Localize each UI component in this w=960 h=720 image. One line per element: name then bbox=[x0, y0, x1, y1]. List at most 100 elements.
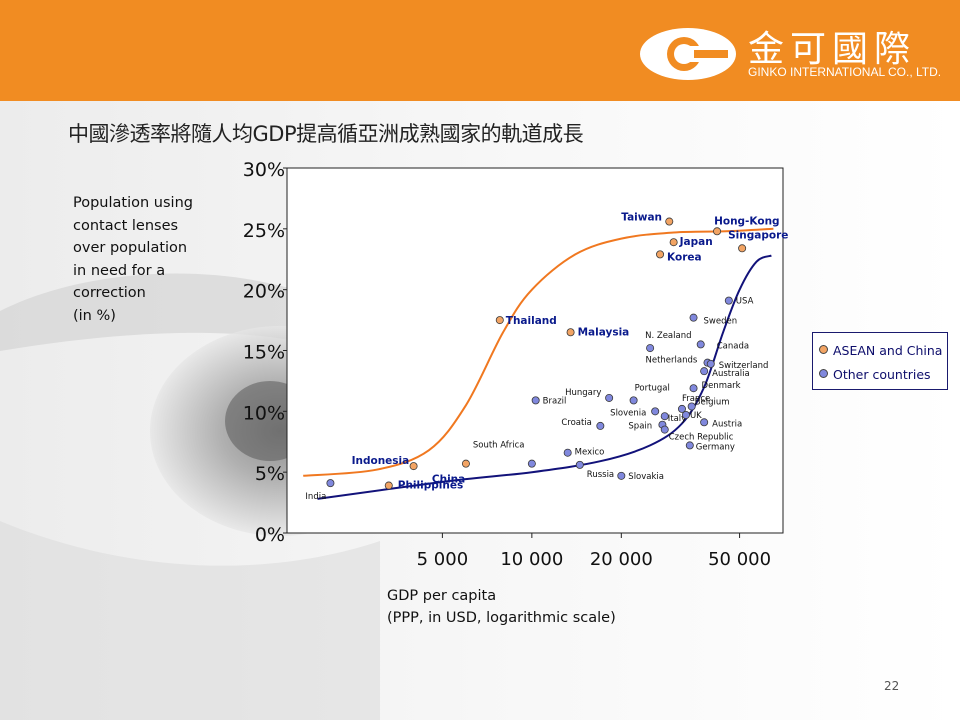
plot-area bbox=[286, 167, 784, 534]
y-tick-label: 0% bbox=[255, 524, 285, 546]
data-point-switzerland bbox=[706, 359, 715, 368]
legend-label: Other countries bbox=[833, 367, 931, 382]
data-label-france: France bbox=[682, 394, 710, 404]
y-tick-label: 25% bbox=[243, 220, 285, 242]
y-axis-label-line: over population bbox=[73, 240, 188, 256]
data-label-belgium: Belgium bbox=[695, 397, 730, 407]
y-axis-label-line: contact lenses bbox=[73, 217, 179, 234]
data-label-uk: UK bbox=[690, 411, 702, 421]
data-point-china bbox=[461, 459, 470, 468]
data-point-austria bbox=[700, 418, 709, 427]
data-point-indonesia bbox=[409, 462, 418, 471]
data-label-croatia: Croatia bbox=[561, 418, 592, 428]
data-point-hungary bbox=[605, 393, 614, 402]
data-label-indonesia: Indonesia bbox=[352, 455, 410, 467]
company-name-cn: 金可國際 bbox=[748, 29, 917, 70]
data-label-mexico: Mexico bbox=[575, 448, 605, 458]
data-label-thailand: Thailand bbox=[506, 315, 557, 327]
data-label-japan: Japan bbox=[679, 236, 713, 248]
ginko-logo-icon bbox=[640, 28, 736, 80]
data-point-italy bbox=[660, 412, 669, 421]
data-label-hong-kong: Hong-Kong bbox=[714, 215, 780, 227]
header-bar: 金可國際 GINKO INTERNATIONAL CO., LTD. bbox=[0, 0, 960, 101]
trend-curve bbox=[303, 227, 774, 477]
company-name-en: GINKO INTERNATIONAL CO., LTD. bbox=[748, 65, 942, 79]
y-tick-label: 10% bbox=[243, 402, 285, 424]
data-label-canada: Canada bbox=[717, 341, 749, 351]
data-label-south-africa: South Africa bbox=[473, 441, 525, 451]
data-point-czech-republic bbox=[660, 425, 669, 434]
data-point-malaysia bbox=[566, 328, 575, 337]
data-label-brazil: Brazil bbox=[543, 396, 567, 406]
data-label-denmark: Denmark bbox=[702, 381, 741, 391]
data-point-taiwan bbox=[665, 217, 674, 226]
data-label-philippines: Philippines bbox=[398, 480, 463, 492]
data-label-india: India bbox=[305, 492, 326, 502]
trend-curve bbox=[317, 254, 772, 500]
page-number: 22 bbox=[884, 679, 900, 693]
legend-marker-orange-icon bbox=[819, 345, 828, 354]
data-point-portugal bbox=[629, 396, 638, 405]
data-label-n-zealand: N. Zealand bbox=[645, 331, 691, 341]
data-label-slovenia: Slovenia bbox=[610, 408, 646, 418]
data-label-china: China bbox=[432, 474, 465, 486]
legend-label: ASEAN and China bbox=[833, 343, 943, 358]
data-label-austria: Austria bbox=[712, 419, 742, 429]
x-tick-label: 5 000 bbox=[417, 549, 469, 570]
data-label-czech-republic: Czech Republic bbox=[669, 433, 734, 443]
data-label-singapore: Singapore bbox=[728, 229, 788, 241]
x-axis-label-line: (PPP, in USD, logarithmic scale) bbox=[387, 610, 616, 626]
data-label-netherlands: Netherlands bbox=[646, 356, 698, 366]
x-tick-label: 20 000 bbox=[590, 549, 653, 570]
data-point-usa bbox=[724, 296, 733, 305]
y-axis-label-line: (in %) bbox=[73, 307, 116, 324]
data-point-germany bbox=[685, 441, 694, 450]
chart-legend: ASEAN and China Other countries bbox=[812, 332, 948, 390]
data-point-russia bbox=[575, 460, 584, 469]
data-point-hong-kong bbox=[713, 227, 722, 236]
data-label-hungary: Hungary bbox=[565, 388, 601, 398]
data-point-france bbox=[677, 404, 686, 413]
data-label-spain: Spain bbox=[628, 422, 652, 432]
data-label-russia: Russia bbox=[587, 470, 614, 480]
legend-item-other-countries: Other countries bbox=[819, 367, 931, 382]
slide-title: 中國滲透率將隨人均GDP提高循亞洲成熟國家的軌道成長 bbox=[68, 122, 584, 146]
data-point-thailand bbox=[495, 316, 504, 325]
data-point-philippines bbox=[384, 481, 393, 490]
data-label-taiwan: Taiwan bbox=[621, 212, 662, 224]
data-label-sweden: Sweden bbox=[704, 317, 738, 327]
data-point-south-africa bbox=[527, 459, 536, 468]
data-point-singapore bbox=[738, 244, 747, 253]
y-tick-label: 15% bbox=[243, 342, 285, 364]
data-point-brazil bbox=[531, 396, 540, 405]
data-point-slovenia bbox=[651, 407, 660, 416]
data-label-korea: Korea bbox=[667, 251, 702, 263]
data-point-mexico bbox=[563, 448, 572, 457]
data-point-india bbox=[326, 479, 335, 488]
data-label-switzerland: Switzerland bbox=[719, 361, 769, 371]
data-point-croatia bbox=[596, 421, 605, 430]
data-point-canada bbox=[696, 340, 705, 349]
y-tick-label: 20% bbox=[243, 281, 285, 303]
x-axis-label-line: GDP per capita bbox=[387, 588, 497, 604]
data-point-slovakia bbox=[617, 471, 626, 480]
data-point-n-zealand bbox=[646, 344, 655, 353]
data-point-sweden bbox=[689, 313, 698, 322]
data-label-malaysia: Malaysia bbox=[578, 326, 630, 338]
y-tick-label: 5% bbox=[255, 463, 285, 485]
y-axis-label-line: correction bbox=[73, 285, 146, 301]
x-tick-label: 50 000 bbox=[708, 549, 771, 570]
y-axis-label: Population using contact lenses over pop… bbox=[73, 192, 243, 327]
x-tick-label: 10 000 bbox=[500, 549, 563, 570]
data-point-uk bbox=[681, 410, 690, 419]
y-tick-label: 30% bbox=[243, 159, 285, 181]
data-label-slovakia: Slovakia bbox=[628, 472, 664, 482]
data-point-denmark bbox=[689, 384, 698, 393]
data-label-germany: Germany bbox=[696, 442, 735, 452]
legend-item-asean-china: ASEAN and China bbox=[819, 343, 942, 358]
data-label-portugal: Portugal bbox=[635, 383, 670, 393]
data-point-korea bbox=[656, 250, 665, 259]
data-point-australia bbox=[700, 367, 709, 376]
data-point-belgium bbox=[687, 402, 696, 411]
